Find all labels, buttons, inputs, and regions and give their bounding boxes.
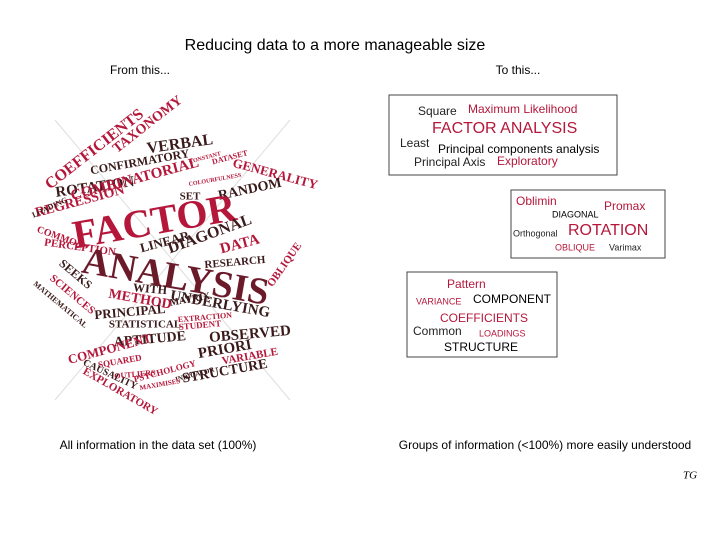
box-word: COEFFICIENTS [440, 311, 528, 325]
cloud-word: STATISTICAL [109, 319, 181, 331]
box-word: Least [400, 136, 430, 150]
watermark-lines [54, 119, 291, 401]
box-word: Principal Axis [414, 155, 485, 169]
box-word: VARIANCE [416, 296, 461, 306]
box-word: Exploratory [497, 154, 558, 168]
slide-title: Reducing data to a more manageable size [185, 37, 486, 54]
box-word: LOADINGS [479, 328, 526, 338]
box [510, 189, 666, 259]
right-heading: To this... [496, 63, 541, 77]
cloud-word: SET [180, 191, 201, 203]
cloud-word: WITH [133, 280, 169, 297]
cloud-word: OUTLIERS [114, 368, 157, 381]
box-word: Oblimin [516, 194, 557, 208]
box-word: Promax [604, 199, 645, 213]
cloud-word: OBSERVED [208, 323, 291, 346]
box-word: Principal components analysis [438, 142, 599, 156]
box-word: Square [418, 104, 457, 118]
box [406, 271, 558, 358]
box-word: FACTOR ANALYSIS [432, 120, 577, 137]
cloud-word: RESEARCH [204, 254, 266, 271]
box-word: Orthogonal [513, 228, 558, 238]
box-word: DIAGONAL [552, 209, 599, 219]
box-word: COMPONENT [473, 292, 552, 306]
box-word: ROTATION [568, 222, 648, 239]
box-word: Pattern [447, 277, 486, 291]
box-word: Maximum Likelihood [468, 102, 577, 116]
box-word: OBLIQUE [555, 242, 595, 252]
right-caption: Groups of information (<100%) more easil… [399, 438, 691, 452]
signature: TG [683, 470, 697, 482]
box-word: Varimax [609, 242, 642, 252]
left-heading: From this... [110, 63, 170, 77]
box-word: STRUCTURE [444, 340, 518, 354]
cloud-word: APTITUDE [113, 329, 186, 350]
cloud-word: PRINCIPAL [94, 301, 167, 322]
box-word: Common [413, 324, 462, 338]
left-caption: All information in the data set (100%) [60, 438, 257, 452]
cloud-word: STUDENT [178, 318, 221, 332]
box [388, 94, 618, 176]
